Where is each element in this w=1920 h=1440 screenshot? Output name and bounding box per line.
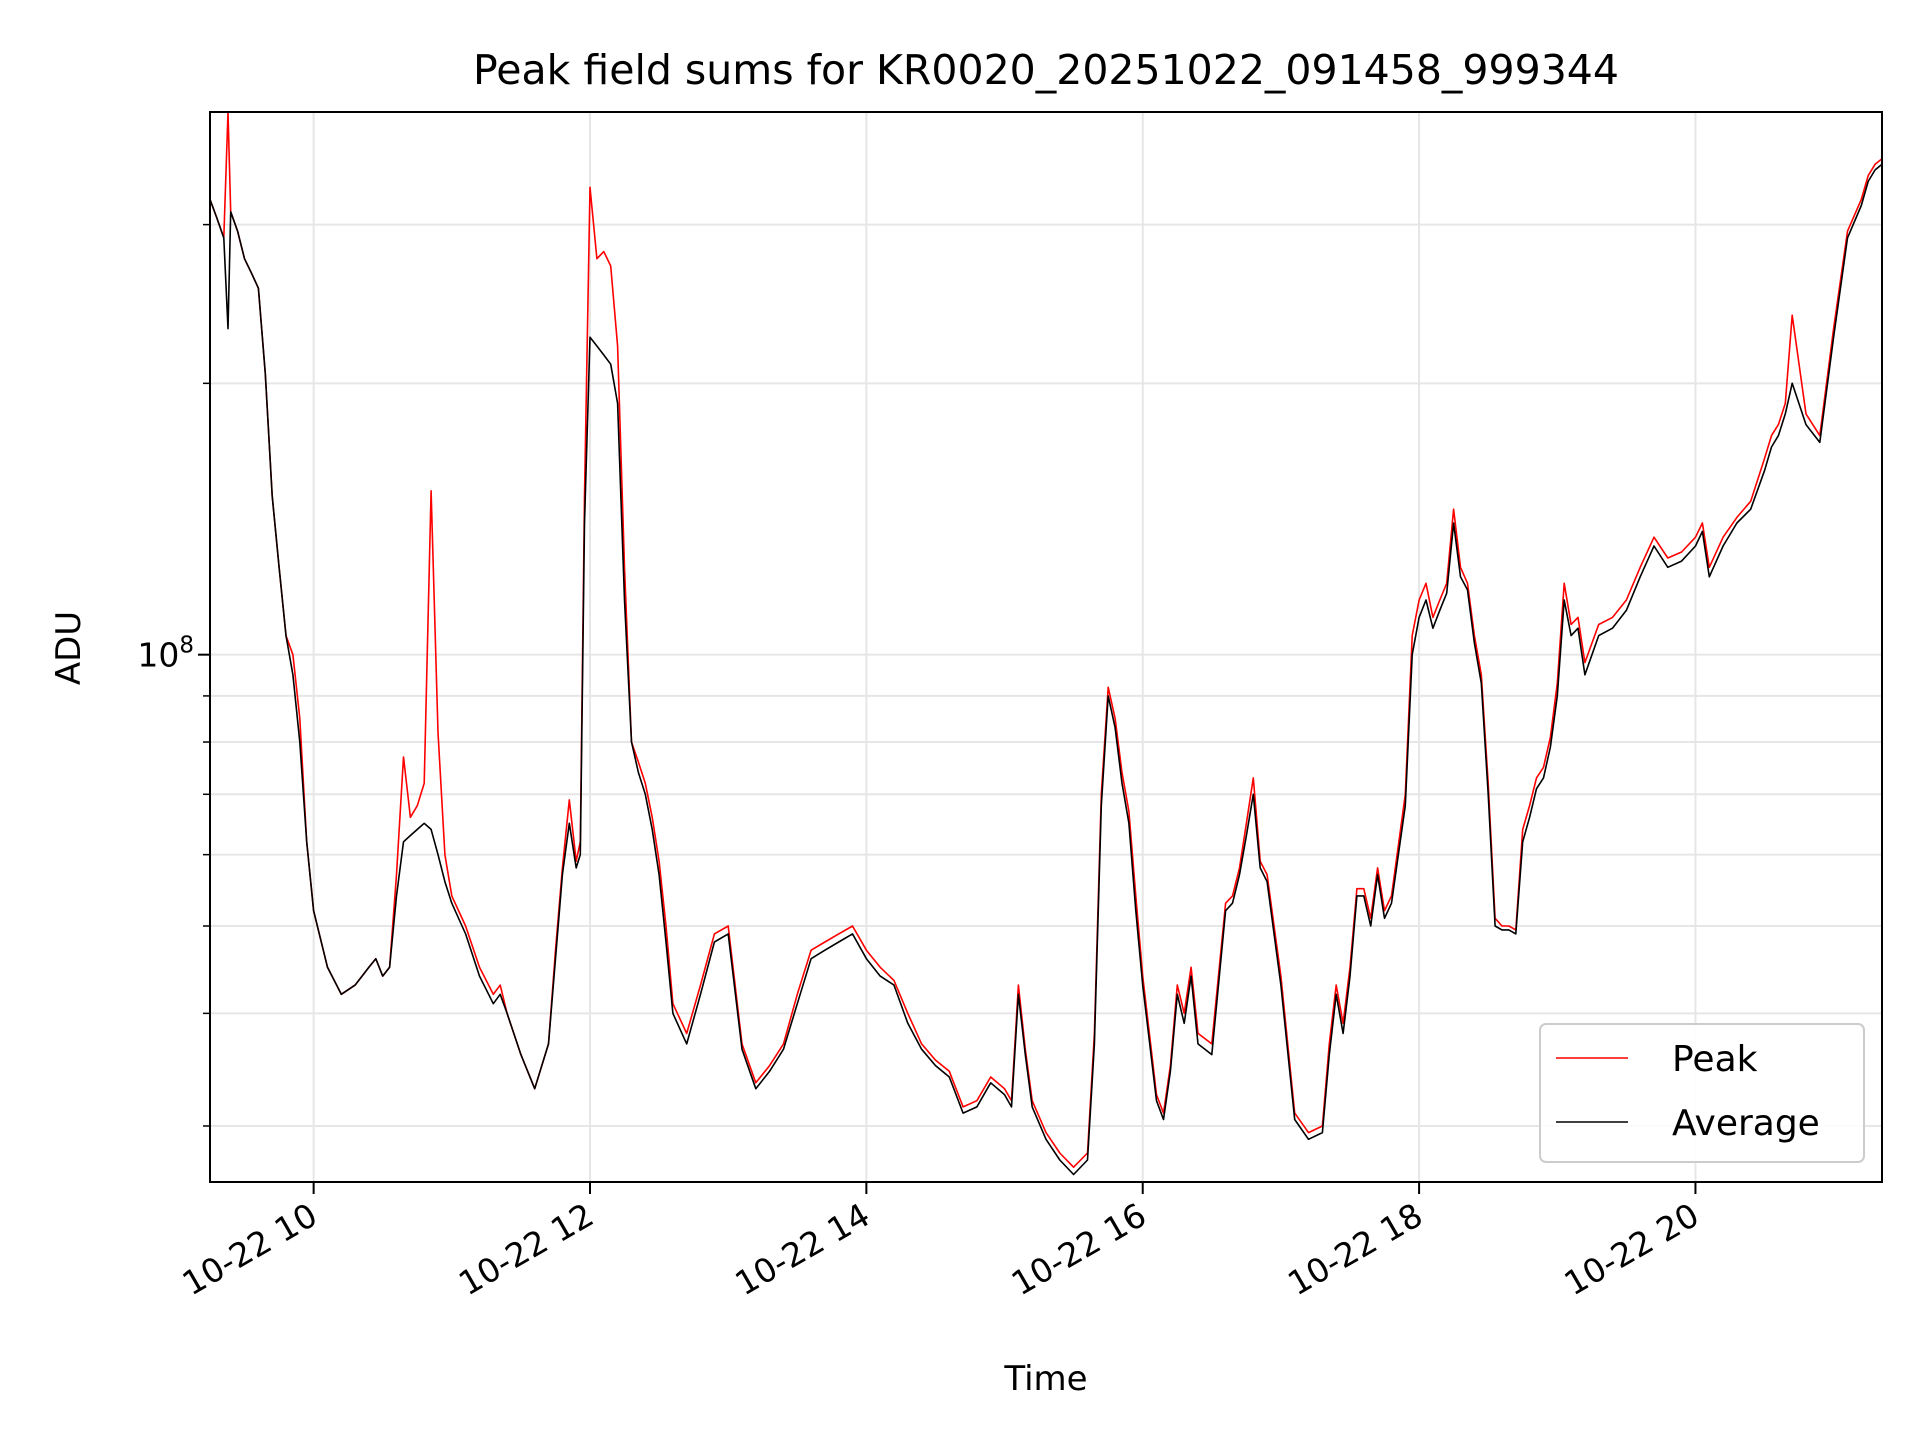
y-axis-label: ADU: [49, 611, 89, 685]
chart-title: Peak field sums for KR0020_20251022_0914…: [473, 46, 1619, 94]
series-line-average: [210, 163, 1882, 1176]
plot-frame: [209, 111, 1883, 1183]
series-line-peak: [210, 112, 1882, 1168]
series-layer: [210, 112, 1882, 1176]
legend-peak-label: Peak: [1672, 1039, 1758, 1080]
grid: [210, 112, 1882, 1182]
y-axis-ticks: 108: [137, 223, 210, 1127]
legend: Peak Average: [1539, 1023, 1865, 1163]
legend-average-label: Average: [1672, 1103, 1820, 1144]
y-tick-label: 108: [137, 633, 194, 675]
x-axis-label: Time: [1003, 1359, 1087, 1399]
y-tick-exponent: 8: [179, 633, 194, 659]
y-tick-base: 10: [137, 636, 179, 675]
